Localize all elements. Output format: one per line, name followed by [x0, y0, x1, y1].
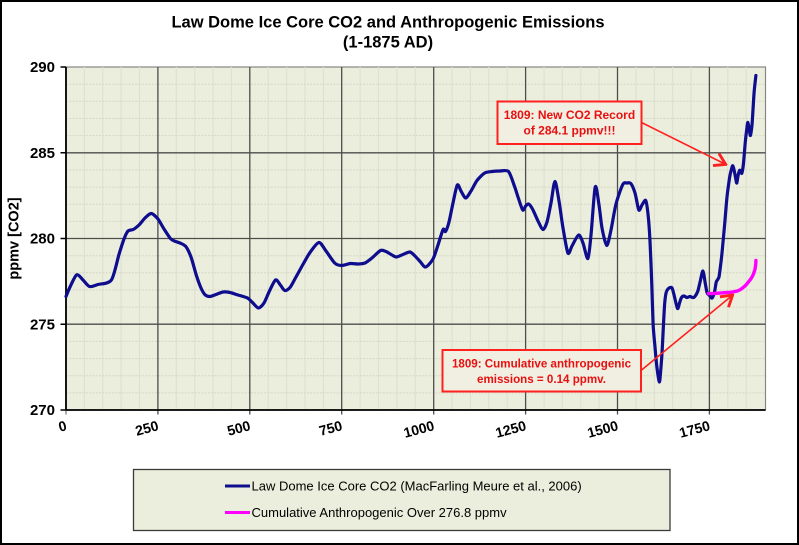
svg-text:1000: 1000 — [402, 417, 436, 441]
svg-text:1750: 1750 — [677, 417, 711, 441]
svg-text:1250: 1250 — [494, 417, 528, 441]
svg-text:0: 0 — [57, 417, 69, 435]
svg-text:275: 275 — [30, 316, 55, 333]
svg-text:250: 250 — [133, 417, 160, 439]
svg-text:of 284.1 ppmv!!!: of 284.1 ppmv!!! — [523, 123, 615, 137]
svg-text:Law Dome Ice Core CO2 (MacFarl: Law Dome Ice Core CO2 (MacFarling Meure … — [252, 479, 582, 494]
svg-text:Law Dome Ice Core CO2 and Anth: Law Dome Ice Core CO2 and Anthropogenic … — [171, 14, 604, 32]
svg-text:ppmv [CO2]: ppmv [CO2] — [7, 197, 23, 279]
svg-text:750: 750 — [317, 417, 344, 439]
svg-text:280: 280 — [30, 231, 55, 248]
svg-text:1809: Cumulative anthropogenic: 1809: Cumulative anthropogenic — [452, 357, 632, 370]
svg-text:1809: New CO2 Record: 1809: New CO2 Record — [504, 108, 635, 122]
svg-text:500: 500 — [225, 417, 252, 439]
svg-text:285: 285 — [30, 145, 55, 162]
svg-text:(1-1875 AD): (1-1875 AD) — [343, 34, 433, 52]
svg-text:290: 290 — [30, 59, 55, 76]
svg-text:emissions = 0.14 ppmv.: emissions = 0.14 ppmv. — [477, 373, 606, 386]
svg-text:Cumulative Anthropogenic Over: Cumulative Anthropogenic Over 276.8 ppmv — [252, 505, 508, 520]
svg-text:1500: 1500 — [586, 417, 620, 441]
svg-text:270: 270 — [30, 402, 55, 419]
